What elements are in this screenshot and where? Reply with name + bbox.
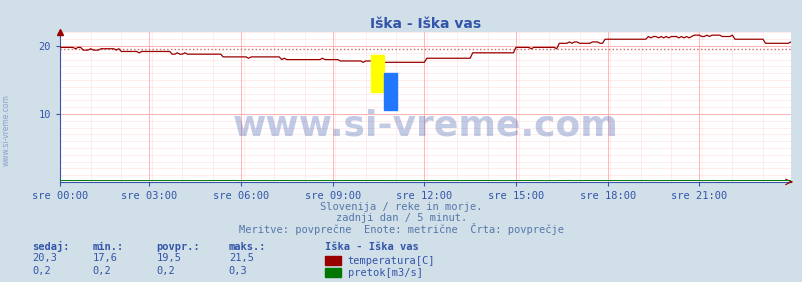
Text: 0,2: 0,2 bbox=[32, 266, 51, 276]
Bar bbox=[371, 55, 383, 92]
Text: 20,3: 20,3 bbox=[32, 253, 57, 263]
Text: www.si-vreme.com: www.si-vreme.com bbox=[2, 94, 11, 166]
Title: Iška - Iška vas: Iška - Iška vas bbox=[370, 17, 480, 31]
Text: sedaj:: sedaj: bbox=[32, 241, 70, 252]
Text: 0,3: 0,3 bbox=[229, 266, 247, 276]
Text: 0,2: 0,2 bbox=[156, 266, 175, 276]
Text: 0,2: 0,2 bbox=[92, 266, 111, 276]
Text: www.si-vreme.com: www.si-vreme.com bbox=[233, 108, 618, 142]
Text: povpr.:: povpr.: bbox=[156, 242, 200, 252]
Text: Iška - Iška vas: Iška - Iška vas bbox=[325, 242, 419, 252]
Text: zadnji dan / 5 minut.: zadnji dan / 5 minut. bbox=[335, 213, 467, 223]
Bar bbox=[383, 73, 397, 110]
Text: Meritve: povprečne  Enote: metrične  Črta: povprečje: Meritve: povprečne Enote: metrične Črta:… bbox=[239, 223, 563, 235]
Text: 17,6: 17,6 bbox=[92, 253, 117, 263]
Text: Slovenija / reke in morje.: Slovenija / reke in morje. bbox=[320, 202, 482, 212]
Text: pretok[m3/s]: pretok[m3/s] bbox=[347, 268, 422, 278]
Text: 19,5: 19,5 bbox=[156, 253, 181, 263]
Text: min.:: min.: bbox=[92, 242, 124, 252]
Text: 21,5: 21,5 bbox=[229, 253, 253, 263]
Text: temperatura[C]: temperatura[C] bbox=[347, 255, 435, 266]
Text: maks.:: maks.: bbox=[229, 242, 266, 252]
